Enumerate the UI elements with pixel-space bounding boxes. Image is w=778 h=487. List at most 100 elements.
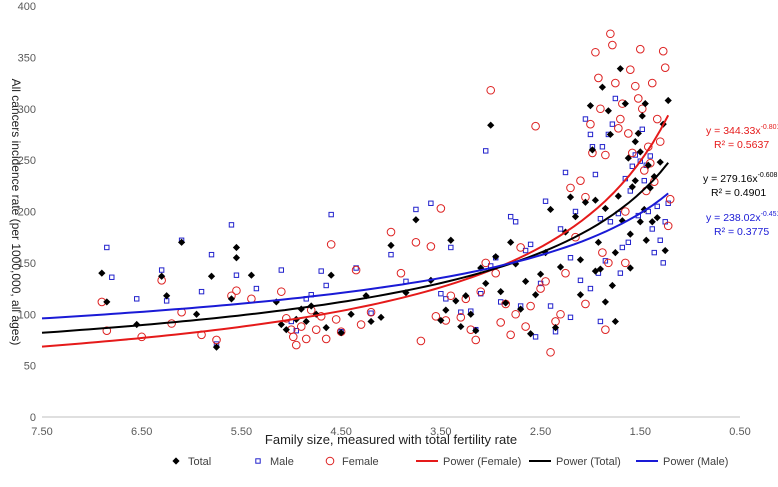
data-point-female bbox=[556, 309, 565, 319]
data-point-male bbox=[649, 226, 655, 232]
data-point-male bbox=[428, 200, 434, 206]
data-point-total bbox=[631, 177, 639, 185]
data-point-male bbox=[253, 285, 260, 292]
data-point-male bbox=[651, 249, 657, 256]
data-point-female bbox=[311, 325, 321, 334]
data-point-female bbox=[621, 258, 630, 268]
legend-item-trendline: Power (Total) bbox=[529, 456, 621, 468]
data-point-female bbox=[536, 284, 545, 293]
trendline-r-squared: R² = 0.4901 bbox=[711, 187, 766, 199]
data-point-male bbox=[660, 260, 666, 266]
data-point-female bbox=[665, 194, 675, 204]
data-point-female bbox=[416, 336, 426, 346]
data-point-female bbox=[291, 340, 301, 350]
data-point-male bbox=[562, 169, 569, 176]
trendlines bbox=[41, 114, 670, 348]
data-point-male bbox=[582, 116, 589, 122]
legend-label: Power (Female) bbox=[443, 456, 521, 468]
data-point-female bbox=[561, 268, 570, 278]
trendline-power--male- bbox=[41, 192, 669, 320]
data-point-male bbox=[617, 270, 624, 276]
data-point-male bbox=[368, 310, 374, 316]
data-point-male bbox=[328, 211, 334, 218]
data-point-male bbox=[639, 126, 645, 132]
data-point-total bbox=[634, 129, 642, 138]
data-point-female bbox=[486, 85, 496, 95]
x-axis-label: Family size, measured with total fertili… bbox=[265, 432, 517, 447]
data-point-total bbox=[227, 295, 236, 303]
legend-item-trendline: Power (Female) bbox=[416, 456, 521, 468]
legend-item-male: Male bbox=[255, 456, 294, 468]
data-point-female bbox=[647, 78, 657, 88]
data-point-total bbox=[377, 313, 385, 321]
data-point-total bbox=[648, 218, 656, 226]
data-point-female bbox=[481, 258, 491, 268]
data-point-total bbox=[178, 238, 186, 246]
data-point-female bbox=[301, 334, 311, 344]
legend: Total Male Female Power (Female) Power (Tota… bbox=[172, 456, 728, 468]
data-point-total bbox=[631, 138, 639, 146]
data-point-total bbox=[387, 241, 395, 250]
data-point-female bbox=[621, 207, 630, 216]
data-point-female bbox=[282, 314, 291, 323]
data-point-total bbox=[644, 161, 652, 169]
data-point-male bbox=[104, 244, 110, 251]
legend-label: Female bbox=[342, 456, 379, 468]
data-point-female bbox=[611, 78, 620, 88]
data-point-female bbox=[366, 307, 376, 317]
data-point-male bbox=[537, 280, 544, 287]
data-point-female bbox=[598, 248, 607, 257]
data-point-female bbox=[356, 320, 366, 329]
data-point-female bbox=[616, 114, 625, 124]
data-point-female bbox=[521, 322, 530, 331]
data-point-female bbox=[531, 121, 540, 131]
data-point-total bbox=[497, 288, 505, 296]
data-point-total bbox=[282, 326, 290, 334]
data-point-male bbox=[647, 153, 653, 159]
y-tick-label: 400 bbox=[18, 1, 36, 13]
data-point-total bbox=[598, 83, 606, 91]
data-point-female bbox=[614, 123, 623, 133]
data-point-total bbox=[452, 297, 460, 305]
data-point-total bbox=[576, 256, 585, 264]
data-point-total bbox=[616, 65, 624, 73]
data-point-total bbox=[347, 310, 355, 318]
data-point-male bbox=[507, 213, 514, 220]
data-point-male bbox=[293, 327, 299, 334]
data-point-female bbox=[652, 114, 662, 124]
data-point-total bbox=[601, 204, 609, 213]
data-point-total bbox=[531, 291, 540, 299]
data-point-male bbox=[597, 318, 604, 325]
data-point-total bbox=[641, 100, 649, 108]
data-point-male bbox=[641, 177, 647, 184]
data-point-female bbox=[624, 129, 633, 138]
data-point-female bbox=[628, 148, 637, 158]
data-point-total bbox=[232, 254, 241, 262]
data-point-female bbox=[506, 330, 515, 340]
data-point-female bbox=[526, 301, 535, 311]
y-axis-label: All cancers incidence rate (per 1000,000… bbox=[9, 79, 23, 346]
data-point-female bbox=[277, 287, 286, 296]
x-tick-label: 7.50 bbox=[31, 426, 52, 438]
data-point-total bbox=[556, 263, 565, 271]
y-tick-label: 150 bbox=[18, 258, 36, 270]
data-point-female bbox=[411, 238, 421, 247]
data-point-male bbox=[233, 272, 240, 278]
data-point-male bbox=[625, 239, 632, 246]
data-point-total bbox=[437, 316, 445, 325]
data-point-total bbox=[502, 299, 510, 307]
data-point-female bbox=[566, 183, 575, 193]
data-point-male bbox=[587, 285, 594, 292]
data-point-total bbox=[527, 330, 535, 338]
data-point-female bbox=[591, 47, 600, 57]
data-point-total bbox=[638, 112, 646, 120]
data-point-total bbox=[462, 292, 470, 300]
data-point-male bbox=[208, 251, 215, 258]
data-point-total bbox=[322, 324, 330, 332]
data-point-male bbox=[567, 255, 574, 261]
data-point-female bbox=[546, 347, 555, 357]
data-point-total bbox=[571, 213, 580, 221]
data-point-total bbox=[212, 343, 221, 351]
legend-label: Power (Total) bbox=[556, 456, 621, 468]
data-point-male bbox=[557, 226, 564, 232]
